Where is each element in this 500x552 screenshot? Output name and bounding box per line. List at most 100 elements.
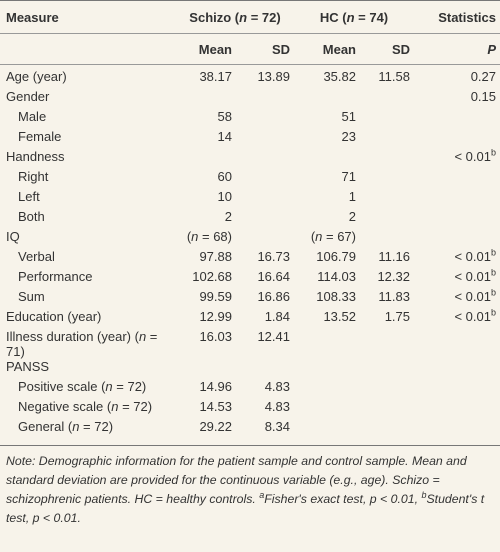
value-cell <box>236 229 294 249</box>
measure-cell: Illness duration (year) (n = 71) <box>0 329 176 359</box>
text: Student's t test, p < 0.01. <box>6 492 485 525</box>
value-cell: 11.16 <box>378 249 410 264</box>
header-cell: Mean <box>176 33 236 65</box>
value-cell <box>360 359 414 379</box>
text: ( <box>186 229 192 244</box>
value-cell <box>360 329 414 359</box>
table-row: Sum 99.59 16.86 108.33 11.83 < 0.01b <box>0 287 500 309</box>
value-cell <box>414 419 500 446</box>
value-cell <box>414 209 500 229</box>
measure-cell: IQ <box>6 229 20 244</box>
value-cell: 4.83 <box>264 379 290 394</box>
value-cell: 13.52 <box>323 309 356 324</box>
value-cell: 14.96 <box>199 379 232 394</box>
value-cell: 11.58 <box>378 69 410 84</box>
measure-cell: Gender <box>6 89 50 104</box>
value-cell <box>294 419 360 446</box>
value-cell: 114.03 <box>317 269 356 284</box>
header-cell <box>0 33 176 65</box>
value-cell: 1.84 <box>264 309 290 324</box>
value-cell <box>414 109 500 129</box>
table-row: Illness duration (year) (n = 71) 16.03 12.… <box>0 329 500 359</box>
measure-cell: Left <box>18 189 40 204</box>
measure-cell: PANSS <box>6 359 50 374</box>
value-cell <box>294 149 360 169</box>
value-cell: 0.15 <box>470 89 496 104</box>
value-cell <box>236 209 294 229</box>
value-cell <box>414 359 500 379</box>
value-cell: 2 <box>224 209 232 224</box>
value-cell: 108.33 <box>316 289 356 304</box>
text: = 72) <box>79 419 114 434</box>
table-row: Right 60 71 <box>0 169 500 189</box>
text: General ( <box>18 419 73 434</box>
italic-text: n <box>111 399 119 414</box>
header-row: Mean SD Mean SD P <box>0 33 500 65</box>
measure-cell: Right <box>18 169 49 184</box>
value-cell <box>414 399 500 419</box>
value-cell <box>360 209 414 229</box>
text: Fisher's exact test, p < 0.01, <box>264 492 422 506</box>
table-row: PANSS <box>0 359 500 379</box>
value-cell: < 0.01b <box>414 287 500 309</box>
value-cell: 1 <box>348 189 356 204</box>
value-cell: 38.17 <box>199 69 232 84</box>
value-cell: 16.86 <box>257 289 290 304</box>
text: = 72) <box>247 9 281 25</box>
header-cell: Statistics <box>414 0 500 34</box>
superscript: b <box>421 489 427 500</box>
text: Negative scale ( <box>18 399 112 414</box>
value-cell <box>360 149 414 169</box>
value-cell <box>294 89 360 109</box>
text: < 0.01 <box>454 269 491 284</box>
value-cell: 10 <box>217 189 232 204</box>
superscript: b <box>490 287 496 298</box>
measure-cell: Verbal <box>18 249 55 264</box>
value-cell <box>360 419 414 446</box>
text: ( <box>310 229 316 244</box>
text: < 0.01 <box>454 249 491 264</box>
value-cell <box>294 359 360 379</box>
value-cell: 13.89 <box>257 69 290 84</box>
value-cell <box>236 359 294 379</box>
table-row: IQ (n = 68) (n = 67) <box>0 229 500 249</box>
value-cell <box>236 129 294 149</box>
value-cell: 1.75 <box>384 309 410 324</box>
value-cell: 0.27 <box>470 69 496 84</box>
value-cell <box>236 169 294 189</box>
header-cell: HC (n = 74) <box>294 0 414 34</box>
measure-cell: Sum <box>18 289 45 304</box>
value-cell: 106.79 <box>316 249 356 264</box>
text: < 0.01 <box>454 149 491 164</box>
value-cell <box>176 359 236 379</box>
value-cell <box>294 399 360 419</box>
text: = 71) <box>6 329 158 359</box>
table-row: Education (year) 12.99 1.84 13.52 1.75 < 0.01… <box>0 308 500 329</box>
value-cell <box>360 129 414 149</box>
italic-text: n <box>72 419 80 434</box>
table-row: Handness < 0.01b <box>0 148 500 169</box>
italic-text: n <box>191 229 199 244</box>
value-cell: 35.82 <box>323 69 356 84</box>
italic-text: n <box>138 329 147 344</box>
superscript: b <box>490 247 496 258</box>
header-row: Measure Schizo (n = 72) HC (n = 74) Statist… <box>0 0 500 34</box>
value-cell: 4.83 <box>264 399 290 414</box>
value-cell <box>236 89 294 109</box>
value-cell <box>360 89 414 109</box>
value-cell <box>414 379 500 399</box>
value-cell: 2 <box>348 209 356 224</box>
text: = 67) <box>322 229 356 244</box>
value-cell <box>414 329 500 359</box>
value-cell <box>294 379 360 399</box>
value-cell: 23 <box>341 129 356 144</box>
superscript: a <box>259 489 265 500</box>
italic-text: n <box>346 9 355 25</box>
value-cell: 14.53 <box>199 399 232 414</box>
value-cell: (n = 67) <box>294 229 360 249</box>
table-row: Positive scale (n = 72) 14.96 4.83 <box>0 379 500 399</box>
value-cell <box>360 189 414 209</box>
table-row: Age (year) 38.17 13.89 35.82 11.58 0.27 <box>0 65 500 90</box>
value-cell: < 0.01b <box>414 148 500 169</box>
